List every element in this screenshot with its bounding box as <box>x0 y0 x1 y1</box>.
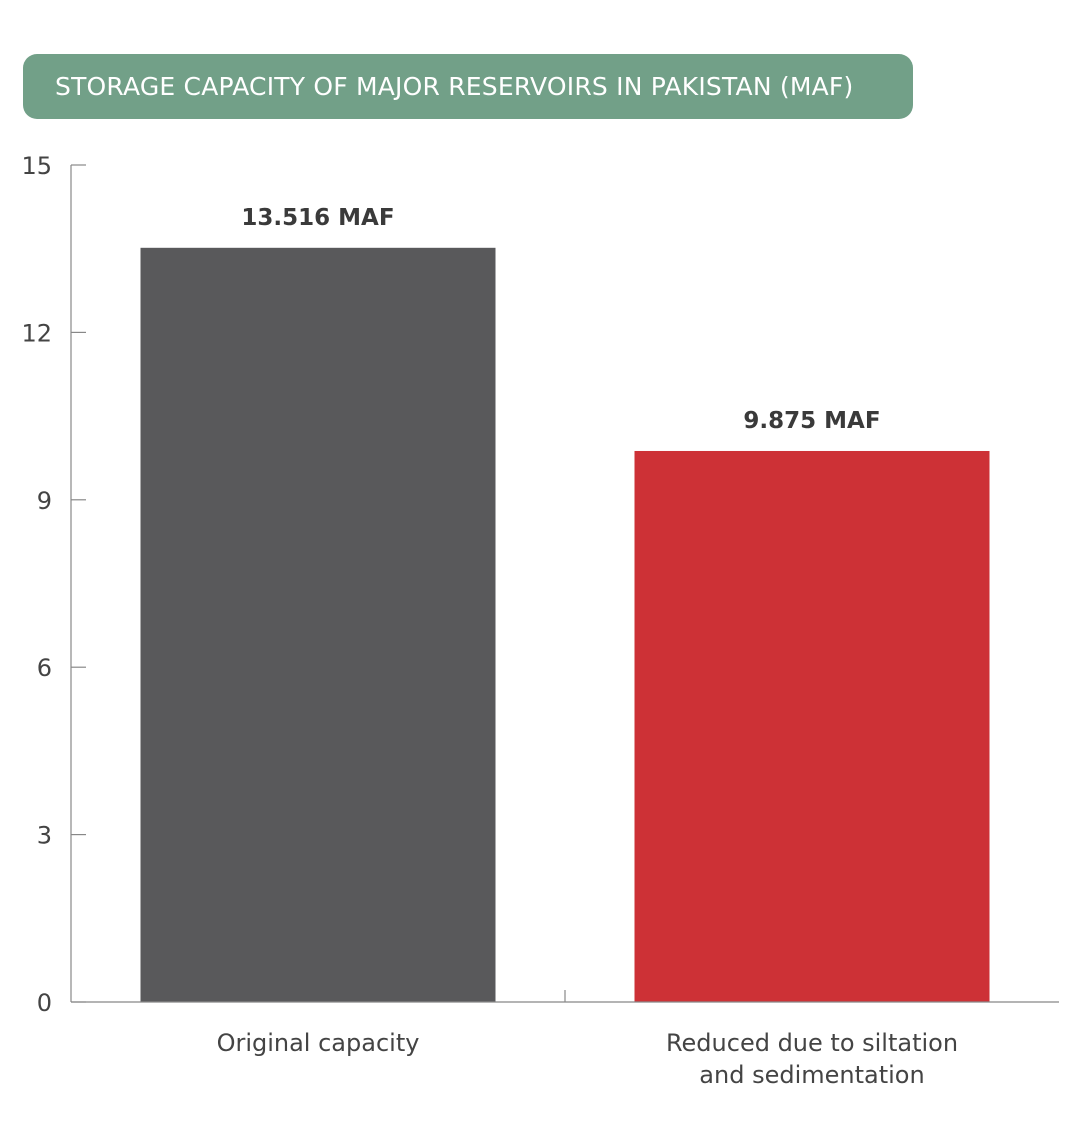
y-tick-label: 9 <box>37 487 52 515</box>
y-axis: 0 3 6 9 12 15 <box>21 152 86 1017</box>
bar-data-label: 13.516 MAF <box>241 205 394 231</box>
y-tick-label: 15 <box>21 152 52 180</box>
y-tick-label: 6 <box>37 654 52 682</box>
x-category-label: Reduced due to siltation <box>666 1029 958 1057</box>
x-category-label: Original capacity <box>217 1029 420 1057</box>
chart-title-banner: STORAGE CAPACITY OF MAJOR RESERVOIRS IN … <box>23 54 913 119</box>
bar-data-label: 9.875 MAF <box>743 408 880 434</box>
bar <box>634 450 990 1003</box>
y-tick-label: 0 <box>37 989 52 1017</box>
y-tick-label: 12 <box>21 319 52 347</box>
bars: 13.516 MAF 9.875 MAF <box>140 205 990 1003</box>
x-category-label: and sedimentation <box>699 1061 924 1089</box>
bar <box>140 247 496 1003</box>
x-axis: Original capacity Reduced due to siltatio… <box>71 990 1059 1089</box>
chart-title: STORAGE CAPACITY OF MAJOR RESERVOIRS IN … <box>55 72 854 101</box>
y-tick-label: 3 <box>37 822 52 850</box>
